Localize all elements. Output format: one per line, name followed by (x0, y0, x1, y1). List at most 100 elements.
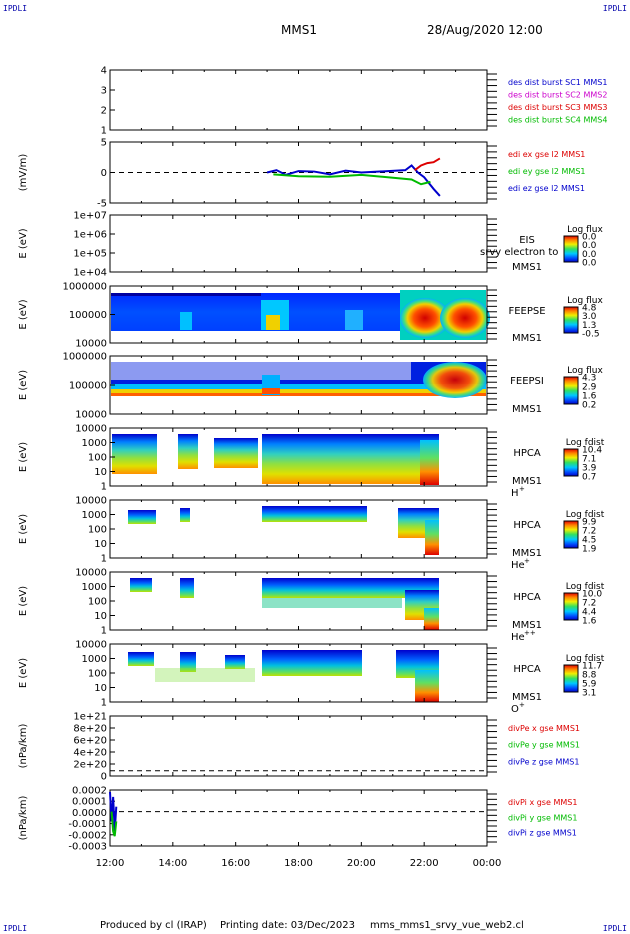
x-tick-label: 00:00 (473, 858, 502, 869)
p2-ytick-label: 0 (101, 168, 107, 179)
p8-colorbar-tick: 7.2 (582, 599, 596, 609)
p2-series-0 (266, 164, 441, 197)
p4-colorbar (563, 306, 579, 334)
p11-ytick-label: -0.0001 (68, 819, 107, 830)
p1-legend-item: des dist burst SC1 MMS1 (508, 78, 607, 87)
p6-ytick-label: 100 (88, 453, 107, 464)
p11-ytick-label: -0.0002 (68, 830, 107, 841)
p5-ytick-label: 100000 (69, 381, 107, 392)
p3-instrument-label: EIS (519, 235, 535, 246)
p6-spacecraft-label: MMS1 (512, 476, 542, 487)
p4-colorbar-title: Log flux (567, 296, 603, 306)
p6-colorbar-tick: 0.7 (582, 473, 596, 483)
p7-spacecraft-label: MMS1 (512, 548, 542, 559)
p8-ylabel: E (eV) (18, 586, 29, 616)
p7-ytick-label: 10 (94, 539, 107, 550)
p9-ytick-label: 10 (94, 683, 107, 694)
p6-colorbar-tick: 7.1 (582, 455, 596, 465)
p10-ytick-label: 8e+20 (73, 724, 107, 735)
p10-legend-item: divPe y gse MMS1 (508, 741, 580, 750)
p5-colorbar-tick: 4.3 (582, 374, 596, 384)
p9-colorbar (563, 664, 579, 693)
p2-legend-item: edi ez gse l2 MMS1 (508, 184, 585, 193)
p9-instrument-label: HPCA (513, 664, 541, 675)
p4-ytick-label: 1000000 (62, 282, 107, 293)
p6-ytick-label: 10000 (75, 424, 107, 435)
p4-ylabel: E (eV) (18, 299, 29, 329)
mission-title: MMS1 (281, 23, 317, 37)
p7-ytick-label: 1 (101, 554, 107, 565)
p1-frame (109, 69, 488, 131)
p10-legend-item: divPe z gse MMS1 (508, 757, 579, 766)
p9-ytick-label: 100 (88, 669, 107, 680)
p9-spacecraft-label: MMS1 (512, 692, 542, 703)
p5-colorbar-tick: 1.6 (582, 392, 597, 402)
p8-ytick-label: 100 (88, 597, 107, 608)
p9-colorbar-tick: 5.9 (582, 680, 597, 690)
p4-ytick-label: 10000 (75, 339, 107, 350)
p11-legend-item: divPi y gse MMS1 (508, 813, 577, 822)
p7-species-label: He (511, 560, 525, 571)
p2-ylabel: (mV/m) (18, 154, 29, 192)
hpca-he-plus-spectrogram (128, 506, 439, 555)
p1-legend-item: des dist burst SC3 MMS3 (508, 103, 607, 112)
p3-colorbar-title: Log flux (567, 225, 603, 235)
p10-ytick-label: 1e+21 (73, 712, 107, 723)
p7-ytick-label: 10000 (75, 496, 107, 507)
p5-ylabel: E (eV) (18, 370, 29, 400)
p4-colorbar-tick: 1.3 (582, 321, 596, 331)
p1-ytick-label: 1 (101, 126, 107, 137)
p7-colorbar-title: Log fdist (566, 510, 605, 520)
feepsi-spectrogram (111, 362, 487, 398)
p5-ytick-label: 10000 (75, 410, 107, 421)
p5-colorbar-tick: 0.2 (582, 401, 596, 411)
x-tick-label: 12:00 (96, 858, 125, 869)
corner-label-bottom-right: IPDLI (602, 924, 627, 933)
corner-label-right: IPDLI (602, 4, 627, 13)
p10-ytick-label: 4e+20 (73, 748, 107, 759)
p5-colorbar-tick: 2.9 (582, 383, 597, 393)
hpca-he-plusplus-spectrogram (130, 578, 439, 630)
p5-colorbar (563, 376, 579, 405)
p10-ytick-label: 2e+20 (73, 760, 107, 771)
p7-ytick-label: 100 (88, 525, 107, 536)
p8-colorbar-tick: 4.4 (582, 608, 597, 618)
p3-colorbar-tick: 0.0 (582, 241, 597, 251)
x-tick-label: 18:00 (284, 858, 313, 869)
p8-ytick-label: 1000 (82, 582, 107, 593)
p7-colorbar-tick: 9.9 (582, 518, 597, 528)
p3-frame (109, 214, 488, 273)
p6-colorbar-title: Log fdist (566, 438, 605, 448)
p2-ytick-label: -5 (97, 199, 107, 210)
p5-spacecraft-label: MMS1 (512, 404, 542, 415)
p7-colorbar-tick: 4.5 (582, 536, 596, 546)
p1-ytick-label: 4 (101, 66, 107, 77)
p6-colorbar (563, 448, 579, 477)
x-tick-label: 22:00 (410, 858, 439, 869)
p9-colorbar-tick: 8.8 (582, 671, 597, 681)
p1-ytick-label: 3 (101, 86, 107, 97)
p9-ytick-label: 1000 (82, 654, 107, 665)
p3-colorbar-tick: 0.0 (582, 250, 597, 260)
p3-ytick-label: 1e+07 (73, 211, 107, 222)
p6-instrument-label: HPCA (513, 448, 541, 459)
p3-colorbar-tick: 0.0 (582, 259, 597, 269)
p8-ytick-label: 1 (101, 626, 107, 637)
corner-label-left: IPDLI (3, 4, 28, 13)
hpca-o-plus-spectrogram (128, 650, 439, 702)
p10-ytick-label: 6e+20 (73, 736, 107, 747)
p9-charge-label: + (519, 701, 525, 709)
p11-frame (109, 789, 488, 847)
p5-ytick-label: 1000000 (62, 352, 107, 363)
x-tick-label: 20:00 (347, 858, 376, 869)
p2-legend-item: edi ey gse l2 MMS1 (508, 167, 586, 176)
datetime-title: 28/Aug/2020 12:00 (427, 23, 543, 37)
p11-legend-item: divPi z gse MMS1 (508, 829, 577, 838)
p2-series-1 (414, 157, 441, 171)
p6-colorbar-tick: 10.4 (582, 446, 602, 456)
p8-colorbar-title: Log fdist (566, 582, 605, 592)
p6-ytick-label: 1000 (82, 438, 107, 449)
footer-script-name: mms_mms1_srvy_vue_web2.cl (370, 920, 524, 931)
p11-ytick-label: 0.0001 (72, 797, 107, 808)
